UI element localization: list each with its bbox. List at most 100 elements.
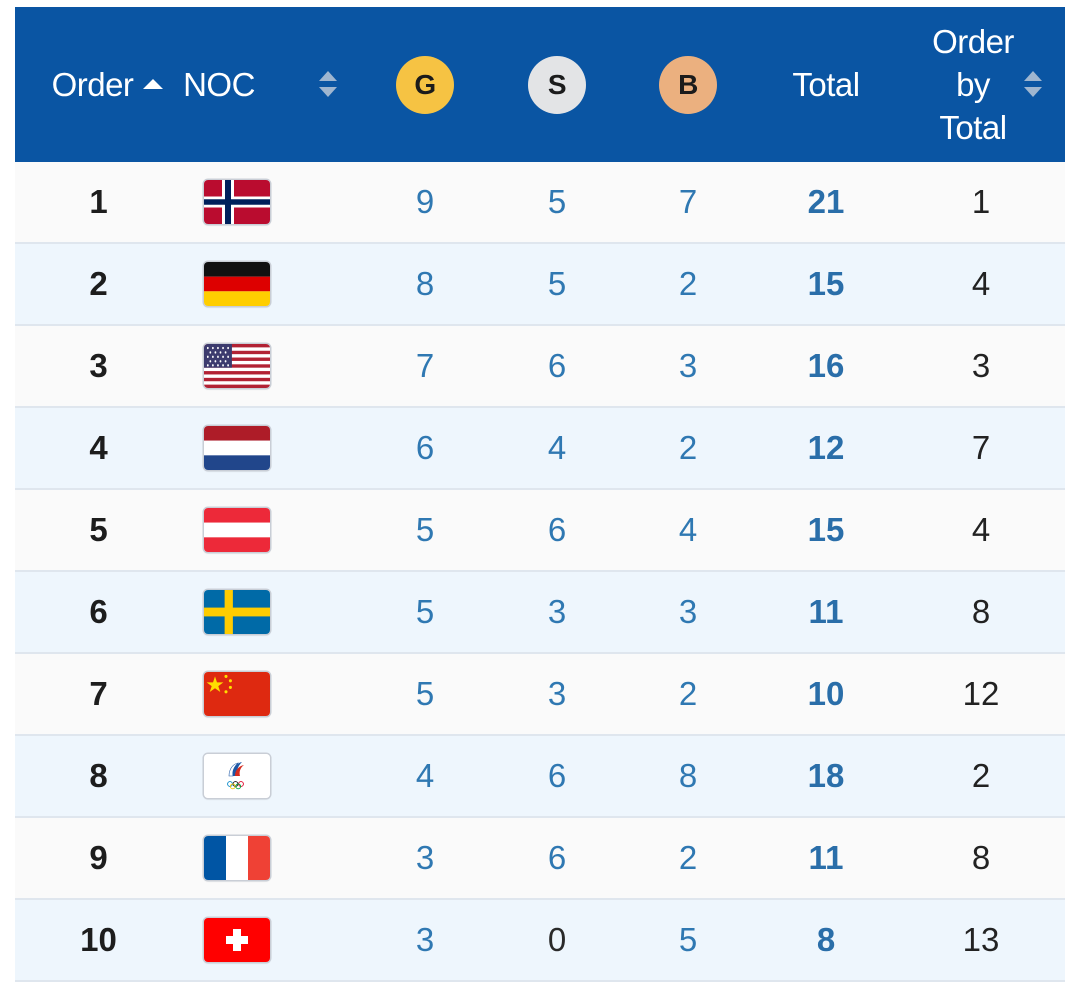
bronze-count-cell: 3 bbox=[678, 347, 698, 384]
total-count-cell: 18 bbox=[807, 757, 845, 794]
noc-sort-icon[interactable] bbox=[317, 68, 339, 100]
total-column-header[interactable]: Total bbox=[773, 7, 879, 162]
austria-flag-icon bbox=[204, 508, 270, 552]
total-count-cell: 15 bbox=[807, 511, 845, 548]
gold-count-cell: 3 bbox=[415, 921, 435, 958]
silver-count-cell: 6 bbox=[547, 347, 567, 384]
order-cell: 2 bbox=[89, 265, 108, 302]
roc-flag-icon bbox=[204, 754, 270, 798]
total-count-cell: 11 bbox=[808, 593, 844, 630]
table-header: Order NOC G S B Total Order by Total bbox=[15, 7, 1065, 167]
noc-cell[interactable] bbox=[182, 326, 292, 406]
order-cell: 3 bbox=[89, 347, 108, 384]
netherlands-flag-icon bbox=[204, 426, 270, 470]
bronze-count-cell: 8 bbox=[678, 757, 698, 794]
table-row[interactable]: 5 5 6 4 15 4 bbox=[15, 490, 1065, 572]
noc-cell[interactable] bbox=[182, 490, 292, 570]
silver-count-cell: 3 bbox=[547, 593, 567, 630]
order-by-total-cell: 8 bbox=[971, 593, 991, 630]
total-count-cell: 8 bbox=[816, 921, 836, 958]
bronze-count-cell: 2 bbox=[678, 429, 698, 466]
total-count-cell: 15 bbox=[807, 265, 845, 302]
noc-cell[interactable] bbox=[182, 572, 292, 652]
gold-medal-icon: G bbox=[396, 55, 454, 114]
noc-column-header[interactable]: NOC bbox=[182, 7, 292, 162]
table-row[interactable]: 1 9 5 7 21 1 bbox=[15, 162, 1065, 244]
gold-count-cell: 4 bbox=[415, 757, 435, 794]
order-by-total-cell: 4 bbox=[971, 511, 991, 548]
noc-cell[interactable] bbox=[182, 244, 292, 324]
silver-column-header[interactable]: S bbox=[505, 7, 609, 162]
noc-cell[interactable] bbox=[182, 654, 292, 734]
table-row[interactable]: 7 5 3 2 10 12 bbox=[15, 654, 1065, 736]
order-by-total-label-line3: Total bbox=[939, 109, 1007, 146]
table-row[interactable]: 9 3 6 2 11 8 bbox=[15, 818, 1065, 900]
silver-count-cell: 5 bbox=[547, 183, 567, 220]
bronze-medal-icon: B bbox=[659, 55, 717, 114]
gold-count-cell: 5 bbox=[415, 675, 435, 712]
order-by-total-cell: 2 bbox=[971, 757, 991, 794]
noc-cell[interactable] bbox=[182, 818, 292, 898]
table-row[interactable]: 8 bbox=[15, 736, 1065, 818]
sort-ascending-icon bbox=[143, 79, 163, 89]
order-cell: 8 bbox=[89, 757, 108, 794]
usa-flag-icon bbox=[204, 344, 270, 388]
gold-column-header[interactable]: G bbox=[373, 7, 477, 162]
gold-count-cell: 5 bbox=[415, 593, 435, 630]
table-row[interactable]: 3 bbox=[15, 326, 1065, 408]
order-by-total-label-line1: Order bbox=[932, 23, 1014, 60]
order-by-total-sort-icon[interactable] bbox=[1022, 68, 1044, 100]
silver-count-cell: 3 bbox=[547, 675, 567, 712]
table-row[interactable]: 6 5 3 3 11 8 bbox=[15, 572, 1065, 654]
table-row[interactable]: 2 8 5 2 15 4 bbox=[15, 244, 1065, 326]
order-by-total-cell: 12 bbox=[962, 675, 1000, 712]
noc-header-label: NOC bbox=[183, 65, 255, 103]
norway-flag-icon bbox=[204, 180, 270, 224]
sweden-flag-icon bbox=[204, 590, 270, 634]
bronze-count-cell: 5 bbox=[678, 921, 698, 958]
bronze-count-cell: 2 bbox=[678, 265, 698, 302]
noc-cell[interactable] bbox=[182, 736, 292, 816]
order-by-total-column-header[interactable]: Order by Total bbox=[921, 7, 1041, 162]
silver-medal-icon: S bbox=[528, 55, 586, 114]
order-by-total-cell: 3 bbox=[971, 347, 991, 384]
order-header-label: Order bbox=[51, 65, 134, 103]
france-flag-icon bbox=[204, 836, 270, 880]
bronze-count-cell: 2 bbox=[678, 675, 698, 712]
china-flag-icon bbox=[204, 672, 270, 716]
noc-cell[interactable] bbox=[182, 408, 292, 488]
noc-cell[interactable] bbox=[182, 162, 292, 242]
total-count-cell: 16 bbox=[807, 347, 845, 384]
gold-count-cell: 6 bbox=[415, 429, 435, 466]
bronze-column-header[interactable]: B bbox=[636, 7, 740, 162]
switzerland-flag-icon bbox=[204, 918, 270, 962]
order-cell: 9 bbox=[89, 839, 108, 876]
order-column-header[interactable]: Order bbox=[15, 7, 182, 162]
table-row[interactable]: 10 3 0 5 8 13 bbox=[15, 900, 1065, 982]
silver-count-cell: 6 bbox=[547, 511, 567, 548]
total-count-cell: 21 bbox=[807, 183, 845, 220]
germany-flag-icon bbox=[204, 262, 270, 306]
total-count-cell: 12 bbox=[807, 429, 845, 466]
gold-count-cell: 9 bbox=[415, 183, 435, 220]
silver-count-cell: 0 bbox=[547, 921, 567, 958]
order-by-total-cell: 7 bbox=[971, 429, 991, 466]
silver-count-cell: 5 bbox=[547, 265, 567, 302]
order-by-total-cell: 8 bbox=[971, 839, 991, 876]
bronze-count-cell: 4 bbox=[678, 511, 698, 548]
order-by-total-label-line2: by bbox=[956, 66, 990, 103]
gold-count-cell: 3 bbox=[415, 839, 435, 876]
total-header-label: Total bbox=[792, 65, 860, 103]
bronze-count-cell: 2 bbox=[678, 839, 698, 876]
table-body: 1 9 5 7 21 1 2 bbox=[15, 162, 1065, 982]
noc-cell[interactable] bbox=[182, 900, 292, 980]
order-cell: 5 bbox=[89, 511, 108, 548]
order-cell: 4 bbox=[89, 429, 108, 466]
order-by-total-cell: 4 bbox=[971, 265, 991, 302]
order-cell: 6 bbox=[89, 593, 108, 630]
table-row[interactable]: 4 6 4 2 12 7 bbox=[15, 408, 1065, 490]
silver-count-cell: 4 bbox=[547, 429, 567, 466]
gold-count-cell: 5 bbox=[415, 511, 435, 548]
gold-count-cell: 7 bbox=[415, 347, 435, 384]
bronze-count-cell: 3 bbox=[678, 593, 698, 630]
